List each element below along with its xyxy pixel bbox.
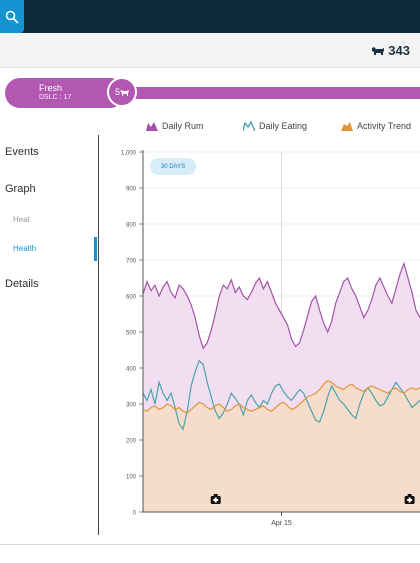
legend-item-eating[interactable]: Daily Eating — [243, 121, 307, 131]
sidebar: Events Graph Heat Health Details — [0, 135, 99, 535]
clipboard-icon-handle — [407, 494, 412, 496]
activity-legend-icon — [341, 122, 353, 131]
rum-legend-icon — [146, 122, 158, 131]
y-tick-label: 600 — [126, 295, 137, 301]
y-tick-label: 200 — [126, 439, 137, 445]
sidebar-item-heat[interactable]: Heat — [13, 215, 30, 224]
lactation-number: 5 — [114, 87, 120, 97]
y-tick-label: 800 — [126, 223, 137, 229]
legend-label-activity: Activity Trend — [357, 121, 412, 131]
header-bar: 343 — [0, 33, 420, 68]
sidebar-item-events[interactable]: Events — [5, 146, 39, 158]
line-activity-trend — [142, 379, 420, 414]
x-tick-label: Apr 15 — [271, 520, 292, 527]
sidebar-item-details[interactable]: Details — [5, 278, 39, 290]
bottom-divider — [0, 544, 420, 545]
sidebar-item-graph[interactable]: Graph — [5, 183, 36, 195]
sidebar-item-health[interactable]: Health — [13, 244, 37, 253]
range-badge[interactable]: 30 DAYS — [150, 158, 196, 175]
y-tick-label: 900 — [126, 187, 137, 193]
search-button[interactable] — [0, 0, 24, 33]
cow-icon — [372, 46, 385, 55]
cow-number: 343 — [388, 43, 410, 58]
clipboard-icon-mark — [407, 499, 413, 501]
line-daily-rum — [142, 261, 420, 350]
y-tick-label: 400 — [126, 367, 137, 373]
treatment-icon-handle — [213, 494, 218, 496]
y-tick-label: 1,000 — [121, 151, 137, 157]
stage-name: Fresh — [39, 83, 63, 93]
top-bar — [0, 0, 420, 33]
stage-track — [110, 87, 420, 99]
stage-dslc: DSLC : 17 — [39, 94, 72, 101]
legend-label-rum: Daily Rum — [162, 121, 204, 131]
cow-count[interactable]: 343 — [371, 43, 410, 58]
line-daily-eating — [142, 359, 420, 431]
y-tick-label: 0 — [133, 511, 137, 517]
calf-icon — [120, 89, 129, 96]
y-tick-label: 700 — [126, 259, 137, 265]
legend-item-activity[interactable]: Activity Trend — [341, 121, 411, 131]
y-tick-label: 100 — [126, 475, 137, 481]
lactation-circle[interactable]: 5 — [107, 77, 137, 107]
legend-label-eating: Daily Eating — [259, 121, 308, 131]
lactation-stage-bar: Fresh DSLC : 17 5 — [0, 77, 420, 109]
treatment-icon-mark — [213, 499, 219, 501]
search-icon — [5, 10, 19, 23]
y-tick-label: 500 — [126, 331, 137, 337]
active-indicator — [94, 237, 97, 261]
stage-pill[interactable]: Fresh DSLC : 17 — [5, 78, 125, 108]
legend-item-rum[interactable]: Daily Rum — [146, 121, 204, 131]
y-tick-label: 300 — [126, 403, 137, 409]
eating-legend-icon — [243, 121, 255, 131]
